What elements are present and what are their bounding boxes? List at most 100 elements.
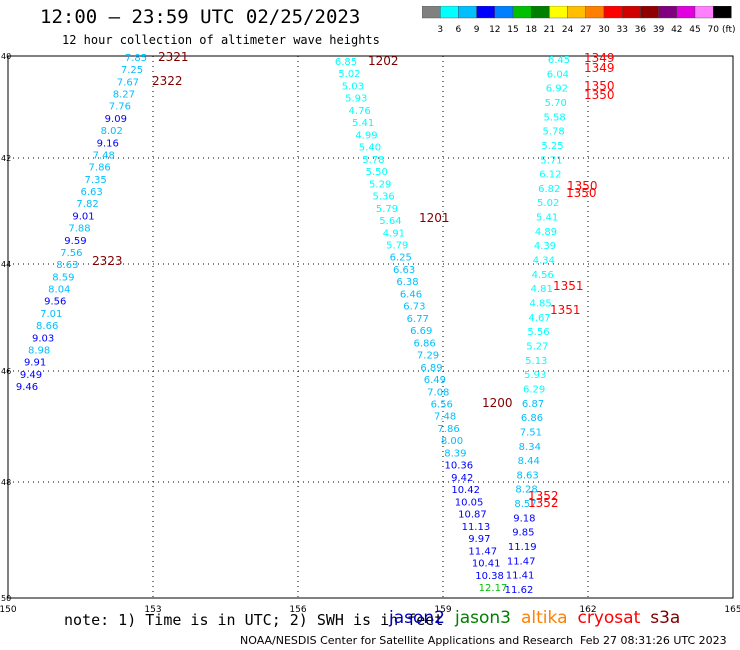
wave-height-label: 5.78 bbox=[542, 127, 564, 138]
wave-height-label: 5.50 bbox=[366, 167, 388, 178]
wave-height-label: 10.87 bbox=[458, 510, 487, 521]
legend-tick-label: 15 bbox=[507, 25, 518, 35]
wave-height-label: 10.41 bbox=[472, 559, 501, 570]
pass-time-label: 2321 bbox=[158, 50, 189, 64]
wave-height-label: 9.59 bbox=[64, 236, 86, 247]
wave-height-label: 9.01 bbox=[72, 211, 94, 222]
pass-time-label: 1350 bbox=[584, 88, 615, 102]
legend-tick-label: 39 bbox=[653, 25, 665, 35]
wave-height-label: 4.67 bbox=[528, 313, 550, 324]
wave-height-label: 5.58 bbox=[544, 112, 566, 123]
wave-height-label: 7.82 bbox=[76, 199, 98, 210]
wave-height-label: 8.28 bbox=[515, 485, 537, 496]
wave-height-label: 6.29 bbox=[523, 384, 545, 395]
wave-height-label: 6.56 bbox=[431, 400, 453, 411]
wave-height-label: 11.47 bbox=[507, 556, 536, 567]
wave-height-label: 4.76 bbox=[349, 106, 371, 117]
legend-tick-label: 45 bbox=[689, 25, 700, 35]
legend-tick-label: 12 bbox=[489, 25, 500, 35]
legend-unit: (ft) bbox=[722, 25, 736, 35]
map-subtitle: 12 hour collection of altimeter wave hei… bbox=[62, 33, 380, 47]
latitude-label: 46 bbox=[1, 367, 11, 376]
footer-credit: NOAA/NESDIS Center for Satellite Applica… bbox=[240, 634, 574, 647]
wave-height-label: 7.86 bbox=[437, 424, 459, 435]
footer-timestamp: Feb 27 08:31:26 UTC 2023 bbox=[580, 634, 727, 647]
legend-tick-label: 36 bbox=[635, 25, 647, 35]
legend-tick-label: 42 bbox=[671, 25, 682, 35]
wave-height-label: 6.25 bbox=[390, 253, 412, 264]
pass-time-label: 1352 bbox=[528, 489, 559, 503]
latitude-label: 44 bbox=[1, 260, 11, 269]
longitude-label: 156 bbox=[289, 605, 306, 615]
wave-height-label: 7.48 bbox=[434, 412, 456, 423]
legend-tick-label: 24 bbox=[562, 25, 574, 35]
wave-height-label: 6.92 bbox=[546, 84, 568, 95]
wave-height-label: 9.56 bbox=[44, 297, 66, 308]
wave-height-label: 6.86 bbox=[521, 413, 543, 424]
wave-height-label: 8.34 bbox=[519, 442, 541, 453]
wave-height-label: 6.82 bbox=[538, 184, 560, 195]
pass-time-label: 1352 bbox=[528, 496, 559, 510]
wave-height-label: 6.63 bbox=[393, 265, 415, 276]
wave-height-label: 9.16 bbox=[97, 138, 119, 149]
wave-height-label: 5.40 bbox=[359, 143, 381, 154]
wave-height-label: 5.25 bbox=[541, 141, 563, 152]
wave-height-label: 4.85 bbox=[529, 299, 551, 310]
wave-height-label: 9.49 bbox=[20, 370, 42, 381]
legend-tick-label: 6 bbox=[456, 25, 462, 35]
wave-height-label: 6.38 bbox=[396, 277, 418, 288]
wave-height-label: 9.42 bbox=[451, 473, 473, 484]
wave-height-label: 7.25 bbox=[121, 65, 143, 76]
wave-height-label: 5.41 bbox=[352, 118, 374, 129]
wave-height-label: 6.49 bbox=[424, 375, 446, 386]
legend-tick-label: 21 bbox=[544, 25, 555, 35]
wave-height-label: 8.63 bbox=[517, 470, 539, 481]
latitude-label: 50 bbox=[1, 594, 11, 603]
wave-height-label: 6.85 bbox=[335, 57, 357, 68]
pass-time-label: 1351 bbox=[553, 279, 584, 293]
wave-height-label: 8.57 bbox=[514, 499, 536, 510]
wave-height-label: 5.71 bbox=[540, 155, 562, 166]
legend-tick-label: 27 bbox=[580, 25, 591, 35]
longitude-label: 165 bbox=[724, 605, 740, 615]
satellite-legend-item: cryosat bbox=[577, 608, 641, 628]
wave-height-label: 5.41 bbox=[536, 213, 558, 224]
wave-height-label: 5.02 bbox=[338, 69, 360, 80]
wave-height-label: 4.99 bbox=[355, 130, 377, 141]
wave-height-label: 10.05 bbox=[455, 497, 484, 508]
wave-height-label: 7.85 bbox=[125, 53, 147, 64]
wave-height-label: 8.02 bbox=[101, 126, 123, 137]
wave-height-label: 9.91 bbox=[24, 358, 46, 369]
pass-time-label: 1202 bbox=[368, 54, 399, 68]
footer-note: note: 1) Time is in UTC; 2) SWH is in fe… bbox=[64, 611, 444, 629]
legend-swatch bbox=[713, 6, 732, 19]
wave-height-label: 11.41 bbox=[506, 571, 535, 582]
pass-time-label: 1350 bbox=[567, 179, 598, 193]
color-scale-legend: 3 6 9 12 15 18 21 24 27 30 33 36 39 42 45 70 (ft) bbox=[422, 6, 736, 35]
wave-height-label: 5.02 bbox=[537, 198, 559, 209]
satellite-legend-item: altika bbox=[521, 608, 568, 628]
wave-height-label: 4.39 bbox=[534, 241, 556, 252]
legend-tick-label: 70 bbox=[707, 25, 719, 35]
wave-height-label: 5.03 bbox=[342, 81, 364, 92]
wave-height-label: 5.79 bbox=[376, 204, 398, 215]
wave-height-label: 4.34 bbox=[533, 256, 555, 267]
wave-height-label: 6.73 bbox=[403, 302, 425, 313]
wave-height-label: 6.45 bbox=[548, 55, 570, 66]
pass-time-label: 2322 bbox=[152, 74, 183, 88]
wave-height-label: 6.87 bbox=[522, 399, 544, 410]
legend-tick-label: 18 bbox=[525, 25, 537, 35]
wave-height-label: 9.03 bbox=[32, 333, 54, 344]
longitude-label: 150 bbox=[0, 605, 17, 615]
wave-height-label: 8.39 bbox=[444, 448, 466, 459]
map-frame bbox=[7, 55, 734, 599]
wave-height-label: 12.17 bbox=[479, 583, 508, 594]
wave-height-label: 6.77 bbox=[407, 314, 429, 325]
wave-height-label: 8.27 bbox=[113, 90, 135, 101]
wave-height-label: 7.29 bbox=[417, 351, 439, 362]
wave-height-label: 6.04 bbox=[547, 69, 569, 80]
wave-height-label: 6.69 bbox=[410, 326, 432, 337]
wave-height-label: 7.86 bbox=[89, 163, 111, 174]
pass-time-label: 1201 bbox=[419, 211, 450, 225]
wave-height-label: 6.46 bbox=[400, 289, 422, 300]
